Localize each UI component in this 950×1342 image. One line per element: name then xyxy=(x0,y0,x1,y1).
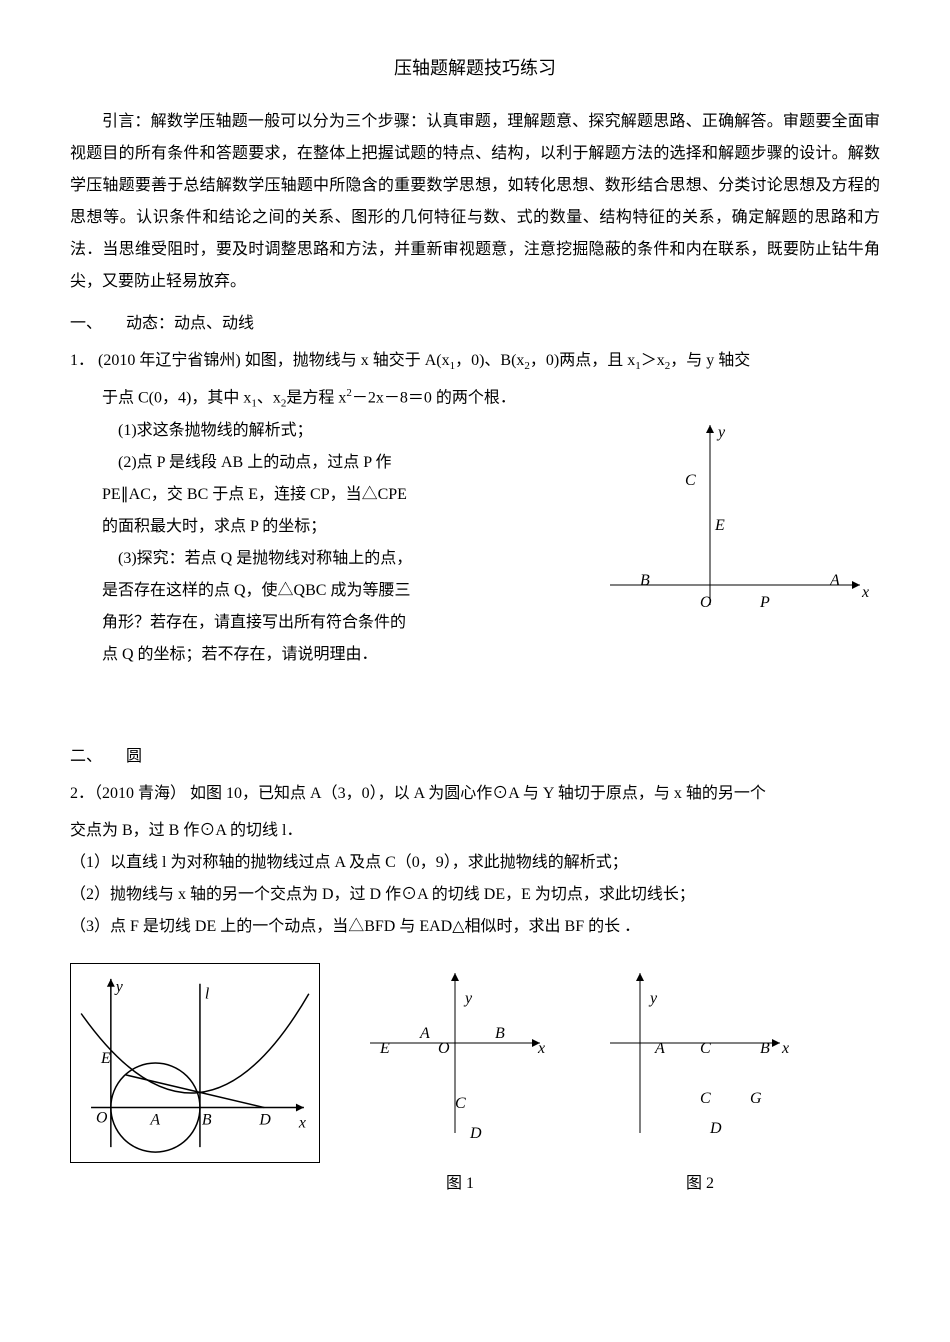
label-B: B xyxy=(640,565,650,597)
fig2-y: y xyxy=(650,983,657,1015)
problem1-figure: y x C E B O P A xyxy=(600,415,880,615)
section2-heading: 二、 圆 xyxy=(70,741,880,773)
fig1-x: x xyxy=(538,1033,545,1065)
label-x: x xyxy=(862,577,869,609)
problem1-q1: (1)求这条抛物线的解析式； xyxy=(70,415,580,447)
problem1-text1: 如图，抛物线与 x 轴交于 A(x xyxy=(245,352,450,369)
problem1-source: (2010 年辽宁省锦州) xyxy=(98,352,241,369)
problem1-text2d: －2x－8＝0 的两个根． xyxy=(352,390,516,407)
problem1-q2c: 的面积最大时，求点 P 的坐标； xyxy=(70,511,580,543)
fig2-G: G xyxy=(750,1083,762,1115)
problem1-q2b: PE∥AC，交 BC 于点 E，连接 CP，当△CPE xyxy=(70,479,580,511)
fig2-C: C xyxy=(700,1033,711,1065)
label-y: y xyxy=(718,417,725,449)
problem1-text2b: 、x xyxy=(257,390,281,407)
problem2-fig2-container: y x A C B C G D 图 2 xyxy=(600,963,800,1200)
problem2-num: 2． xyxy=(70,785,94,802)
svg-text:D: D xyxy=(258,1111,271,1128)
problem-2: 2．（2010 青海） 如图 10，已知点 A（3，0），以 A 为圆心作⊙A … xyxy=(70,778,880,1200)
svg-text:E: E xyxy=(100,1050,111,1067)
problem1-q2a: (2)点 P 是线段 AB 上的动点，过点 P 作 xyxy=(70,447,580,479)
fig2-x: x xyxy=(782,1033,789,1065)
problem1-text2c: 是方程 x xyxy=(286,390,346,407)
problem2-figures-row: y l E O A B D x y x A B xyxy=(70,963,880,1200)
problem1-line2: 于点 C(0，4)，其中 x1、x2是方程 x2－2x－8＝0 的两个根． xyxy=(70,382,880,415)
problem2-fig2: y x A C B C G D xyxy=(600,963,800,1163)
problem1-q3c: 角形？若存在，请直接写出所有符合条件的 xyxy=(70,607,580,639)
fig2-B: B xyxy=(760,1033,770,1065)
problem2-q3: （3）点 F 是切线 DE 上的一个动点，当△BFD 与 EAD△相似时，求出 … xyxy=(70,911,880,943)
problem2-source: （2010 青海） xyxy=(94,785,186,802)
fig1-O: O xyxy=(438,1033,450,1065)
label-O: O xyxy=(700,587,712,619)
svg-text:x: x xyxy=(298,1114,306,1131)
fig2-caption: 图 2 xyxy=(600,1168,800,1200)
problem2-line1: 2．（2010 青海） 如图 10，已知点 A（3，0），以 A 为圆心作⊙A … xyxy=(70,778,880,810)
problem1-text1e: ，与 y 轴交 xyxy=(670,352,750,369)
label-A: A xyxy=(830,565,840,597)
problem2-q2: （2）抛物线与 x 轴的另一个交点为 D，过 D 作⊙A 的切线 DE，E 为切… xyxy=(70,879,880,911)
svg-text:y: y xyxy=(114,978,124,995)
problem-1: 1． (2010 年辽宁省锦州) 如图，抛物线与 x 轴交于 A(x1，0)、B… xyxy=(70,345,880,671)
problem1-q3b: 是否存在这样的点 Q，使△QBC 成为等腰三 xyxy=(70,575,580,607)
svg-text:l: l xyxy=(205,985,210,1002)
problem2-fig1-container: y x A B E O C D 图 1 xyxy=(360,963,560,1200)
fig1-C: C xyxy=(455,1088,466,1120)
label-E: E xyxy=(715,510,725,542)
problem2-main-figure: y l E O A B D x xyxy=(70,963,320,1175)
page-title: 压轴题解题技巧练习 xyxy=(70,50,880,86)
svg-text:O: O xyxy=(96,1109,108,1126)
problem2-main-svg: y l E O A B D x xyxy=(70,963,320,1163)
fig1-B: B xyxy=(495,1018,505,1050)
svg-text:A: A xyxy=(149,1111,160,1128)
problem2-text1: 如图 10，已知点 A（3，0），以 A 为圆心作⊙A 与 Y 轴切于原点，与 … xyxy=(186,785,766,802)
fig2-A: A xyxy=(655,1033,665,1065)
label-P: P xyxy=(760,587,770,619)
fig2-C2: C xyxy=(700,1083,711,1115)
section1-heading: 一、 动态：动点、动线 xyxy=(70,308,880,340)
fig1-E: E xyxy=(380,1033,390,1065)
fig1-y: y xyxy=(465,983,472,1015)
fig1-A: A xyxy=(420,1018,430,1050)
problem1-text2: 于点 C(0，4)，其中 x xyxy=(102,390,251,407)
svg-text:B: B xyxy=(202,1111,212,1128)
fig2-D: D xyxy=(710,1113,722,1145)
problem2-q1: （1）以直线 l 为对称轴的抛物线过点 A 及点 C（0，9），求此抛物线的解析… xyxy=(70,847,880,879)
introduction-text: 引言：解数学压轴题一般可以分为三个步骤：认真审题，理解题意、探究解题思路、正确解… xyxy=(70,106,880,298)
fig1-D: D xyxy=(470,1118,482,1150)
problem2-fig1: y x A B E O C D xyxy=(360,963,560,1163)
problem1-text1d: ＞x xyxy=(641,352,665,369)
problem1-q3d: 点 Q 的坐标；若不存在，请说明理由． xyxy=(70,639,580,671)
problem1-text1b: ，0)、B(x xyxy=(455,352,524,369)
label-C: C xyxy=(685,465,696,497)
problem1-num: 1． xyxy=(70,352,94,369)
problem1-text1c: ，0)两点，且 x xyxy=(530,352,635,369)
problem1-statement: 1． (2010 年辽宁省锦州) 如图，抛物线与 x 轴交于 A(x1，0)、B… xyxy=(70,345,880,377)
problem2-line2: 交点为 B，过 B 作⊙A 的切线 l． xyxy=(70,815,880,847)
problem1-q3a: (3)探究：若点 Q 是抛物线对称轴上的点， xyxy=(70,543,580,575)
fig1-caption: 图 1 xyxy=(360,1168,560,1200)
